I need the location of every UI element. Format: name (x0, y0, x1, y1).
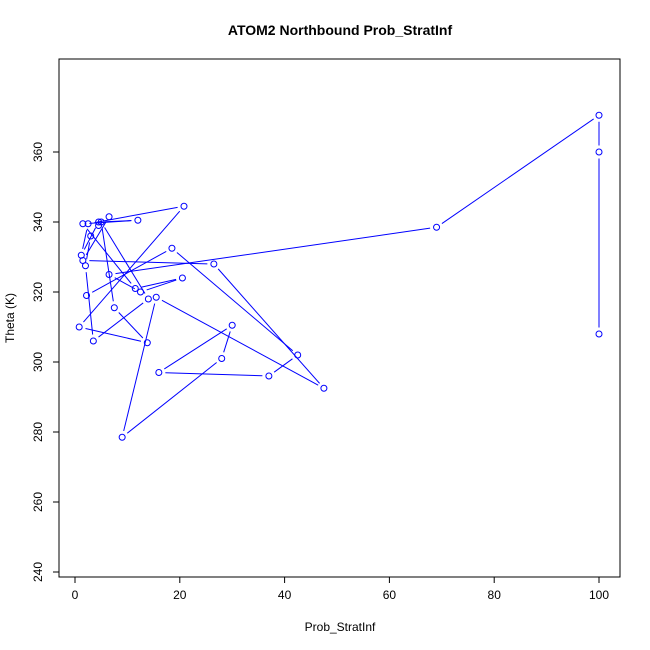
x-tick-label: 20 (173, 588, 187, 602)
x-tick-label: 100 (589, 588, 609, 602)
series-line-segment (85, 327, 142, 342)
data-point (155, 369, 163, 376)
data-point (228, 321, 236, 329)
chart-title: ATOM2 Northbound Prob_StratInf (228, 22, 453, 38)
x-axis: 0 20 40 60 80 100 (72, 576, 609, 602)
data-point (433, 223, 441, 231)
series-line-segment (164, 328, 228, 370)
series-line-segment (83, 210, 181, 323)
series-line-segment (82, 229, 88, 250)
y-tick-label: 240 (31, 562, 45, 582)
series-line-segment (165, 372, 263, 377)
data-point (144, 295, 152, 303)
data-point (168, 244, 176, 252)
series-line-segment (223, 331, 231, 353)
series-line-segment (104, 227, 146, 294)
plot-area-frame (58, 58, 621, 578)
series-line-segment (105, 220, 132, 223)
data-point (595, 111, 603, 119)
data-point (105, 213, 113, 221)
data-point (595, 330, 603, 338)
series-line-segment (146, 279, 177, 291)
series-line-segment (441, 118, 594, 224)
series-layer (75, 111, 603, 441)
data-point (87, 232, 95, 240)
data-point (89, 337, 97, 345)
y-tick-label: 260 (31, 492, 45, 512)
series-line-segment (141, 278, 177, 288)
data-point (118, 433, 126, 441)
data-point (95, 218, 103, 226)
x-tick-label: 40 (278, 588, 292, 602)
data-point (218, 355, 226, 362)
series-line-segment (115, 227, 431, 275)
data-point (595, 148, 603, 156)
y-tick-label: 320 (31, 282, 45, 302)
data-point (178, 274, 186, 282)
y-axis-label: Theta (K) (3, 293, 17, 343)
series-line-segment (101, 228, 114, 302)
data-point (152, 293, 160, 301)
y-tick-label: 360 (31, 142, 45, 162)
data-point (180, 202, 188, 210)
series-line-segment (114, 277, 136, 290)
series-line-segment (118, 312, 144, 339)
series-line-segment (91, 250, 167, 293)
series-line-segment (89, 260, 208, 265)
y-tick-label: 340 (31, 212, 45, 232)
data-point (294, 351, 302, 359)
data-point (320, 384, 328, 392)
x-axis-label: Prob_StratInf (305, 620, 376, 634)
y-tick-label: 300 (31, 352, 45, 372)
data-point (95, 222, 103, 229)
data-point (134, 216, 142, 224)
series-line-segment (161, 299, 319, 386)
x-tick-label: 0 (72, 588, 79, 602)
data-point (79, 257, 87, 264)
data-point (79, 220, 87, 228)
x-tick-label: 60 (383, 588, 397, 602)
series-line-segment (217, 268, 320, 384)
series-line-segment (85, 222, 107, 256)
series-line-segment (273, 358, 293, 373)
data-point (265, 372, 273, 380)
data-point (110, 304, 118, 312)
data-point (75, 323, 83, 331)
data-point (210, 260, 218, 268)
data-point (105, 271, 113, 278)
data-point (131, 285, 139, 292)
y-axis: 240 260 280 300 320 340 360 (31, 142, 60, 582)
data-point (83, 292, 91, 299)
y-tick-label: 280 (31, 422, 45, 442)
series-line-segment (98, 302, 144, 338)
data-point (137, 288, 144, 296)
series-line-segment (176, 252, 294, 352)
x-tick-label: 80 (488, 588, 502, 602)
data-point (84, 220, 92, 228)
series-line-segment (123, 303, 156, 432)
data-point (143, 339, 151, 347)
series-line-segment (85, 272, 94, 335)
